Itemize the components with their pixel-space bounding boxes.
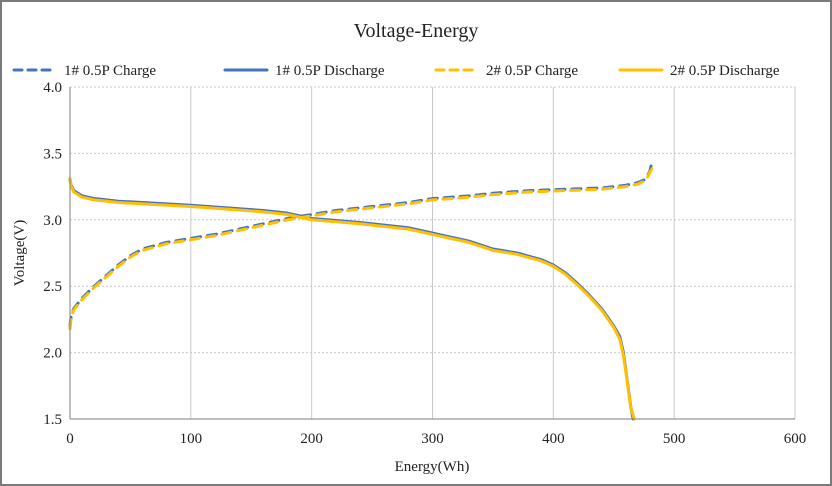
legend-label-1-0-5p-discharge: 1# 0.5P Discharge bbox=[275, 63, 385, 79]
y-tick-label: 3.5 bbox=[43, 146, 62, 162]
y-axis-title: Voltage(V) bbox=[12, 220, 28, 286]
x-tick-label: 600 bbox=[784, 431, 807, 447]
x-tick-label: 400 bbox=[542, 431, 565, 447]
axes bbox=[69, 87, 795, 420]
x-tick-label: 300 bbox=[421, 431, 444, 447]
chart-title: Voltage-Energy bbox=[354, 20, 479, 42]
legend-label-1-0-5p-charge: 1# 0.5P Charge bbox=[64, 63, 156, 79]
y-tick-label: 2.5 bbox=[43, 279, 62, 295]
legend: 1# 0.5P Charge 1# 0.5P Discharge 2# 0.5P C… bbox=[12, 63, 780, 79]
legend-item-1-0-5p-discharge: 1# 0.5P Discharge bbox=[223, 63, 385, 79]
legend-label-2-0-5p-discharge: 2# 0.5P Discharge bbox=[670, 63, 780, 79]
x-tick-label: 0 bbox=[66, 431, 74, 447]
series-layer bbox=[68, 163, 654, 421]
y-tick-label: 2.0 bbox=[43, 346, 62, 362]
x-tick-label: 500 bbox=[663, 431, 686, 447]
y-tick-label: 4.0 bbox=[43, 80, 62, 96]
series-2-0-5p-discharge bbox=[68, 177, 636, 421]
legend-item-2-0-5p-charge: 2# 0.5P Charge bbox=[434, 63, 578, 79]
x-tick-label: 200 bbox=[300, 431, 323, 447]
tick-labels: 0 100 200 300 400 500 600 1.5 2.0 2.5 3.0 3.5 4.0 bbox=[43, 80, 806, 447]
x-tick-label: 100 bbox=[180, 431, 203, 447]
grid bbox=[69, 86, 796, 420]
legend-item-2-0-5p-discharge: 2# 0.5P Discharge bbox=[618, 63, 780, 79]
y-tick-label: 1.5 bbox=[43, 412, 62, 428]
x-axis-title: Energy(Wh) bbox=[395, 459, 470, 475]
legend-label-2-0-5p-charge: 2# 0.5P Charge bbox=[486, 63, 578, 79]
legend-item-1-0-5p-charge: 1# 0.5P Charge bbox=[12, 63, 156, 79]
series-2-0-5p-charge bbox=[68, 166, 654, 331]
y-tick-label: 3.0 bbox=[43, 213, 62, 229]
